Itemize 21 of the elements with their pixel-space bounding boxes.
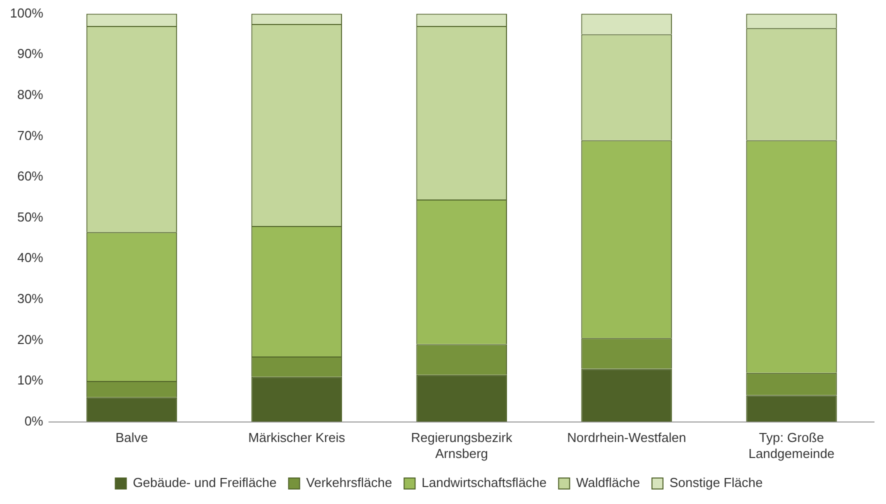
legend-label: Waldfläche [576,475,640,490]
legend-label: Landwirtschaftsfläche [422,475,547,490]
y-tick-label: 40% [17,250,44,266]
y-tick-label: 20% [17,332,44,347]
legend-label: Gebäude- und Freifläche [132,475,277,490]
y-tick-label: 70% [17,128,44,143]
legend-label: Sonstige Fläche [669,475,763,490]
y-tick-label: 50% [17,209,44,224]
y-tick-label: 60% [17,168,44,184]
y-tick-label: 30% [17,290,44,306]
legend-label: Verkehrsfläche [306,475,392,490]
y-tick-label: 80% [17,86,44,102]
y-tick-label: 0% [24,413,44,428]
y-tick-label: 10% [17,372,44,388]
y-tick-label: 90% [17,46,44,62]
x-tick-label: Märkischer Kreis [248,430,346,446]
x-tick-label: Regierungsbezirk Arnsberg [411,430,513,461]
x-tick-label: Typ: Große Landgemeinde [748,430,835,461]
y-tick-label: 100% [10,5,44,20]
x-tick-label: Balve [115,430,148,446]
x-tick-label: Nordrhein-Westfalen [567,430,686,446]
